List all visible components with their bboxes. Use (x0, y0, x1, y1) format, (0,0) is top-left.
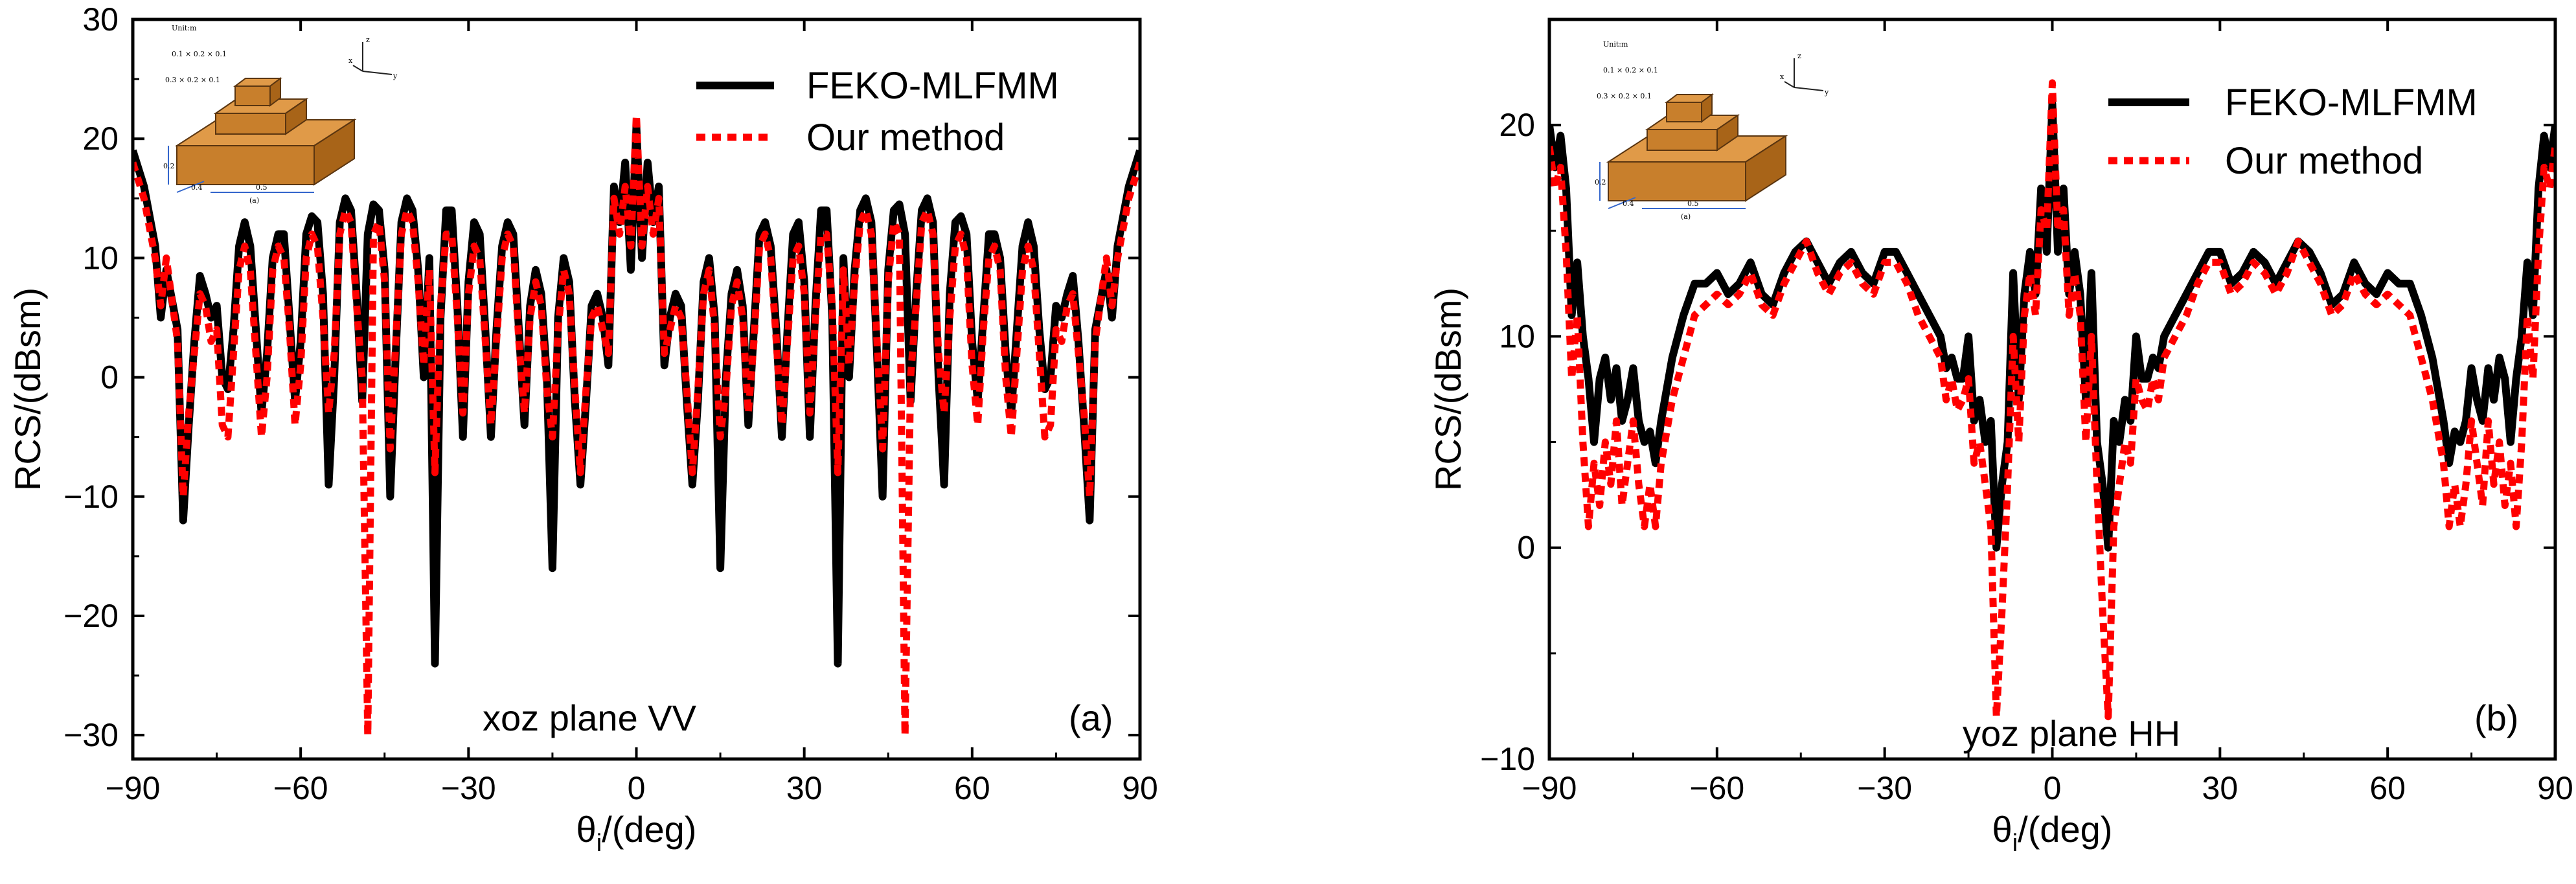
xlabel-unit: /(deg) (2018, 809, 2112, 850)
inset-b-dim-h: 0.2 (1595, 178, 1606, 187)
panel-b-xtick-label: −60 (1689, 770, 1744, 806)
inset-axis-x: x (348, 56, 353, 65)
panel-a-series-our-method-line (133, 111, 1140, 739)
inset-dim-l: 0.5 (256, 183, 268, 192)
panel-a-ytick-label: −20 (63, 598, 119, 634)
panel-b-ytick-label: 0 (1517, 530, 1535, 566)
panel-a-xtick-label: 90 (1122, 770, 1158, 806)
panel-a-geometry-inset: Unit:m 0.1 × 0.2 × 0.1 0.3 × 0.2 × 0.1 0… (163, 24, 398, 205)
panel-b-xtick-label: 60 (2369, 770, 2406, 806)
panel-a-series-feko-mlfmm-line (133, 122, 1140, 668)
inset-top-side-face (269, 77, 281, 107)
inset-caption: (a) (249, 196, 259, 205)
panel-b-ytick-label: 10 (1499, 318, 1535, 354)
panel-a-ylabel: RCS/(dBsm) (7, 288, 48, 491)
inset-dims-mid-b: 0.3 × 0.2 × 0.1 (1597, 92, 1652, 100)
panel-b-ytick-label: 20 (1499, 107, 1535, 143)
panel-a-xtick-label: 0 (628, 770, 646, 806)
panel-a-series-group (133, 111, 1140, 739)
inset-base-front-face (176, 145, 315, 185)
inset-dims-top-b: 0.1 × 0.2 × 0.1 (1603, 66, 1658, 74)
inset-b-width-dim-line (1608, 197, 1636, 209)
panel-a-plane-annotation: xoz plane VV (483, 697, 697, 738)
inset-b-dim-w: 0.4 (1623, 199, 1634, 208)
inset-b-axis-y: y (1824, 88, 1829, 96)
panel-a-xtick-label: 60 (954, 770, 990, 806)
panel-a-ytick-label: −10 (63, 479, 119, 515)
inset-mid-side-face (285, 98, 307, 135)
panel-a-ytick-label: 20 (82, 120, 119, 157)
inset-b-axis-x: x (1780, 73, 1784, 81)
inset-top-front-face (234, 85, 271, 106)
panel-b-xtick-label: 90 (2537, 770, 2573, 806)
panel-b-ytick-label: −10 (1480, 741, 1535, 777)
xlabel-theta: θ (1992, 809, 2012, 850)
inset-x-axis (352, 65, 363, 72)
inset-dim-w: 0.4 (191, 183, 203, 192)
inset-mid-front-face (215, 113, 286, 135)
panel-b-series-feko-mlfmm-line (1549, 100, 2555, 552)
inset-base-side-face (313, 119, 355, 186)
legend-label-feko-mlfmm: FEKO-MLFMM (2225, 82, 2478, 124)
inset-b-base-front-face (1608, 161, 1746, 201)
panel-a-ytick-label: 0 (100, 359, 119, 396)
inset-b-caption: (a) (1681, 212, 1691, 221)
inset-dims-top: 0.1 × 0.2 × 0.1 (172, 50, 227, 58)
panel-b-legend: FEKO-MLFMM Our method (2108, 82, 2478, 182)
panel-b-xtick-label: −90 (1522, 770, 1577, 806)
panel-a-ytick-label: 10 (82, 240, 119, 276)
panel-a-xtick-label: 30 (786, 770, 823, 806)
xlabel-subscript: i (597, 830, 602, 857)
panel-a-chart: −90 −60 −30 0 30 60 90 −30 −20 −10 0 10 20 30 RCS/(dBs… (7, 1, 1158, 857)
panel-b-panel-label: (b) (2474, 697, 2518, 738)
panel-a-ytick-label: 30 (82, 1, 119, 38)
inset-width-dim-line (176, 181, 205, 193)
inset-b-axis-z: z (1797, 52, 1801, 60)
legend-label-our-method: Our method (806, 117, 1005, 159)
panel-a-panel-label: (a) (1069, 697, 1113, 738)
inset-b-base-side-face (1745, 135, 1786, 202)
inset-dims-mid: 0.3 × 0.2 × 0.1 (165, 76, 220, 84)
panel-a-xtick-label: −30 (441, 770, 496, 806)
panel-b-xtick-label: 30 (2202, 770, 2239, 806)
panel-b-series-our-method-line (1549, 79, 2555, 721)
panel-b-xtick-label: 0 (2044, 770, 2062, 806)
xlabel-unit: /(deg) (602, 809, 696, 850)
inset-b-y-axis (1794, 87, 1824, 91)
xlabel-theta: θ (576, 809, 597, 850)
inset-unit-label: Unit:m (172, 24, 197, 32)
inset-unit-label-b: Unit:m (1603, 40, 1628, 49)
xlabel-subscript: i (2012, 830, 2018, 857)
legend-label-feko-mlfmm: FEKO-MLFMM (806, 65, 1059, 107)
panel-b-xtick-label: −30 (1857, 770, 1912, 806)
inset-b-x-axis (1784, 81, 1795, 88)
panel-b-geometry-inset: Unit:m 0.1 × 0.2 × 0.1 0.3 × 0.2 × 0.1 0… (1595, 40, 1829, 221)
legend-label-our-method: Our method (2225, 140, 2423, 182)
inset-b-mid-side-face (1716, 114, 1738, 152)
panel-a-xtick-label: −90 (106, 770, 161, 806)
panel-b-ylabel: RCS/(dBsm) (1428, 288, 1468, 491)
inset-b-dim-l: 0.5 (1687, 199, 1699, 208)
panel-a-xlabel: θi/(deg) (576, 809, 697, 857)
inset-y-axis (362, 71, 393, 75)
panel-a-xtick-label: −60 (273, 770, 328, 806)
inset-dim-h: 0.2 (163, 162, 175, 170)
panel-a-legend: FEKO-MLFMM Our method (696, 65, 1059, 159)
panel-b-plane-annotation: yoz plane HH (1963, 713, 2180, 754)
inset-b-mid-front-face (1647, 129, 1718, 151)
panel-a-ytick-label: −30 (63, 717, 119, 753)
panel-b-series-group (1549, 79, 2555, 721)
inset-axis-y: y (393, 72, 398, 80)
inset-axis-z: z (366, 36, 370, 44)
panel-b-chart: −90 −60 −30 0 30 60 90 −10 0 10 20 RCS/(dBsm) θi/(de… (1428, 17, 2573, 857)
inset-b-top-front-face (1666, 102, 1702, 122)
inset-b-top-side-face (1701, 93, 1713, 123)
panel-b-xlabel: θi/(deg) (1992, 809, 2113, 857)
